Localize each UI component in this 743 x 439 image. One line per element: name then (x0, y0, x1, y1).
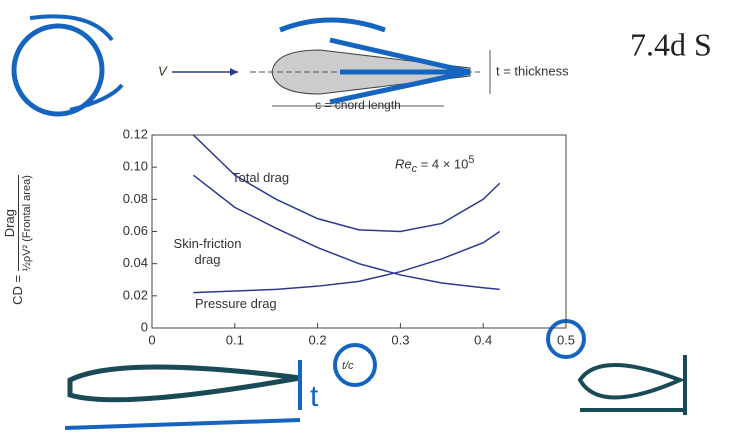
y-axis-label: CD = Drag ½ρV² (Frontal area) (2, 170, 42, 310)
y-label-lhs: CD = (10, 275, 25, 305)
arrow-head (230, 68, 238, 76)
chord-label: c = chord length (315, 98, 401, 112)
y-tick-label: 0.04 (123, 255, 148, 270)
slide: 7.4d S V t = thickness c = chord length … (0, 0, 743, 439)
y-label-numerator: Drag (2, 175, 19, 271)
y-label-denominator: ½ρV² (Frontal area) (19, 175, 35, 271)
series-label: Total drag (232, 170, 289, 186)
x-axis-label: t/c (342, 358, 354, 374)
series-label: Pressure drag (195, 296, 277, 312)
y-tick-label: 0.10 (123, 159, 148, 174)
ann-rest: = 4 × 10 (417, 156, 468, 171)
hand-circle (14, 26, 102, 114)
hand-t: t (310, 380, 319, 413)
y-tick-label: 0.12 (123, 126, 148, 141)
ann-sup: 5 (468, 154, 474, 166)
page: 7.4d S V t = thickness c = chord length … (0, 0, 743, 439)
y-tick-label: 0.02 (123, 287, 148, 302)
x-tick-label: 0.2 (309, 332, 327, 347)
y-tick-label: 0.06 (123, 223, 148, 238)
x-tick-label: 0.3 (391, 332, 409, 347)
y-tick-label: 0 (141, 319, 148, 334)
series-label: Skin-friction drag (165, 236, 250, 268)
x-tick-label: 0.4 (474, 332, 492, 347)
hand-airfoil (70, 367, 300, 400)
ann-base: Re (395, 156, 412, 171)
series-line (193, 175, 499, 289)
thickness-label: t = thickness (496, 63, 569, 78)
x-tick-label: 0 (148, 332, 155, 347)
velocity-label: V (158, 63, 168, 78)
hand-circle (335, 345, 375, 385)
slide-title: 7.4d S (630, 26, 712, 62)
hand-airfoil (580, 355, 685, 415)
annotation: Rec = 4 × 105 (395, 152, 474, 177)
x-tick-label: 0.5 (557, 332, 575, 347)
x-tick-label: 0.1 (226, 332, 244, 347)
y-tick-label: 0.08 (123, 191, 148, 206)
